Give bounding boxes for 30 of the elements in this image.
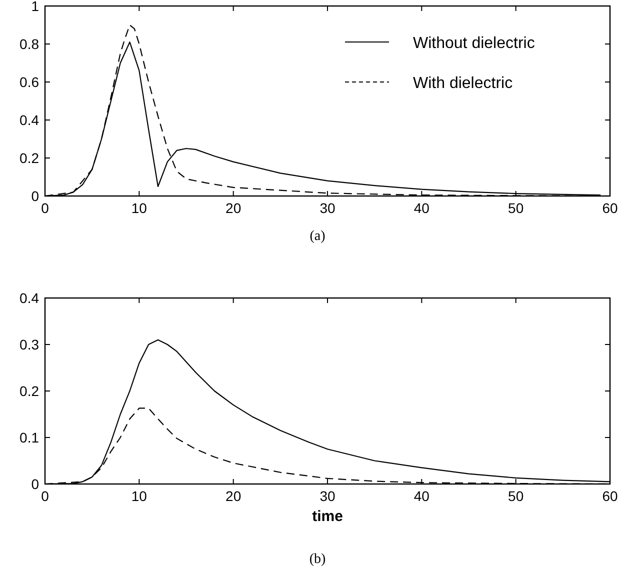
- text: (b): [309, 552, 326, 567]
- x-tick-label: 60: [602, 488, 618, 504]
- x-tick-label: 10: [131, 488, 148, 504]
- legend-label: With dielectric: [413, 75, 513, 92]
- x-tick-label: 30: [320, 200, 336, 216]
- y-tick-label: 1: [31, 0, 40, 14]
- x-tick-label: 0: [41, 200, 50, 216]
- y-tick-label: 0.3: [20, 336, 40, 352]
- text: (a): [310, 229, 326, 244]
- x-tick-label: 0: [41, 488, 50, 504]
- x-tick-label: 40: [414, 488, 430, 504]
- x-tick-label: 60: [602, 200, 618, 216]
- x-tick-label: 30: [320, 488, 336, 504]
- y-tick-label: 0.8: [20, 36, 40, 52]
- x-tick-label: 10: [131, 200, 148, 216]
- x-tick-label: 20: [226, 488, 242, 504]
- y-tick-label: 0.1: [20, 430, 40, 446]
- y-tick-label: 0.4: [20, 112, 40, 128]
- y-tick-label: 0: [31, 188, 40, 204]
- x-tick-label: 50: [508, 488, 524, 504]
- y-tick-label: 0: [31, 476, 40, 492]
- x-tick-label: 20: [226, 200, 242, 216]
- y-tick-label: 0.2: [20, 150, 40, 166]
- x-tick-label: 40: [414, 200, 430, 216]
- y-tick-label: 0.4: [20, 290, 40, 306]
- x-tick-label: 50: [508, 200, 524, 216]
- y-tick-label: 0.2: [20, 383, 40, 399]
- x-axis-title: time: [312, 508, 343, 525]
- y-tick-label: 0.6: [20, 74, 40, 90]
- legend-label: Without dielectric: [413, 35, 535, 52]
